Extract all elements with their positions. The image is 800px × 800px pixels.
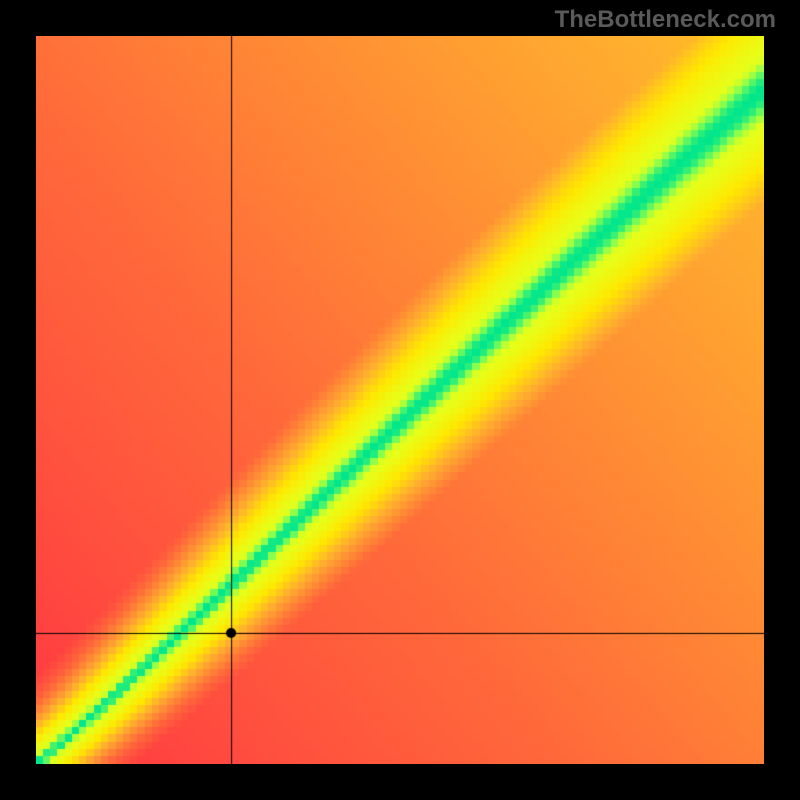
bottleneck-heatmap bbox=[36, 36, 764, 764]
heatmap-canvas bbox=[36, 36, 764, 764]
watermark-text: TheBottleneck.com bbox=[555, 6, 776, 34]
